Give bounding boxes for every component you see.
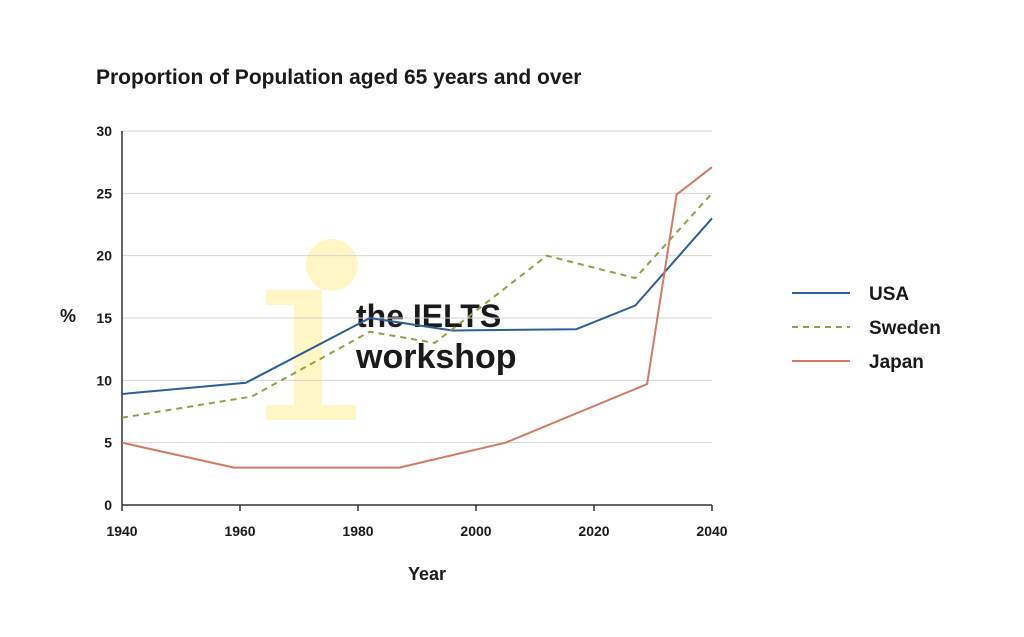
x-tick-label: 1980 bbox=[342, 523, 373, 539]
y-tick-label: 10 bbox=[96, 372, 112, 388]
chart-title: Proportion of Population aged 65 years a… bbox=[96, 66, 581, 89]
watermark-logo: the IELTS workshop bbox=[266, 239, 517, 420]
x-axis-ticks: 1940 1960 1980 2000 2020 2040 bbox=[106, 505, 728, 539]
y-tick-label: 15 bbox=[96, 310, 112, 326]
y-tick-label: 30 bbox=[96, 123, 112, 139]
x-axis-label: Year bbox=[408, 564, 446, 584]
grid-layer bbox=[122, 130, 712, 444]
y-axis-ticks: 0 5 10 15 20 25 30 bbox=[96, 123, 112, 513]
y-tick-label: 20 bbox=[96, 248, 112, 264]
x-tick-label: 2040 bbox=[696, 523, 727, 539]
x-tick-label: 2000 bbox=[460, 523, 491, 539]
y-tick-label: 0 bbox=[104, 497, 112, 513]
x-tick-label: 2020 bbox=[578, 523, 609, 539]
x-tick-label: 1960 bbox=[224, 523, 255, 539]
legend: USA Sweden Japan bbox=[792, 284, 941, 373]
legend-label-usa: USA bbox=[869, 284, 909, 305]
series-layer bbox=[121, 166, 713, 469]
y-axis-label: % bbox=[60, 306, 76, 326]
watermark-line1: the IELTS bbox=[356, 298, 501, 334]
x-tick-label: 1940 bbox=[106, 523, 137, 539]
watermark-dot bbox=[306, 239, 358, 291]
watermark-line2: workshop bbox=[355, 338, 517, 376]
legend-label-sweden: Sweden bbox=[869, 318, 941, 339]
y-tick-label: 5 bbox=[104, 435, 112, 451]
watermark-i-shape bbox=[266, 290, 356, 420]
series-line-usa bbox=[121, 217, 713, 395]
y-tick-label: 25 bbox=[96, 185, 112, 201]
series-line-sweden bbox=[121, 192, 713, 419]
series-line-japan bbox=[121, 166, 713, 469]
legend-label-japan: Japan bbox=[869, 352, 924, 373]
